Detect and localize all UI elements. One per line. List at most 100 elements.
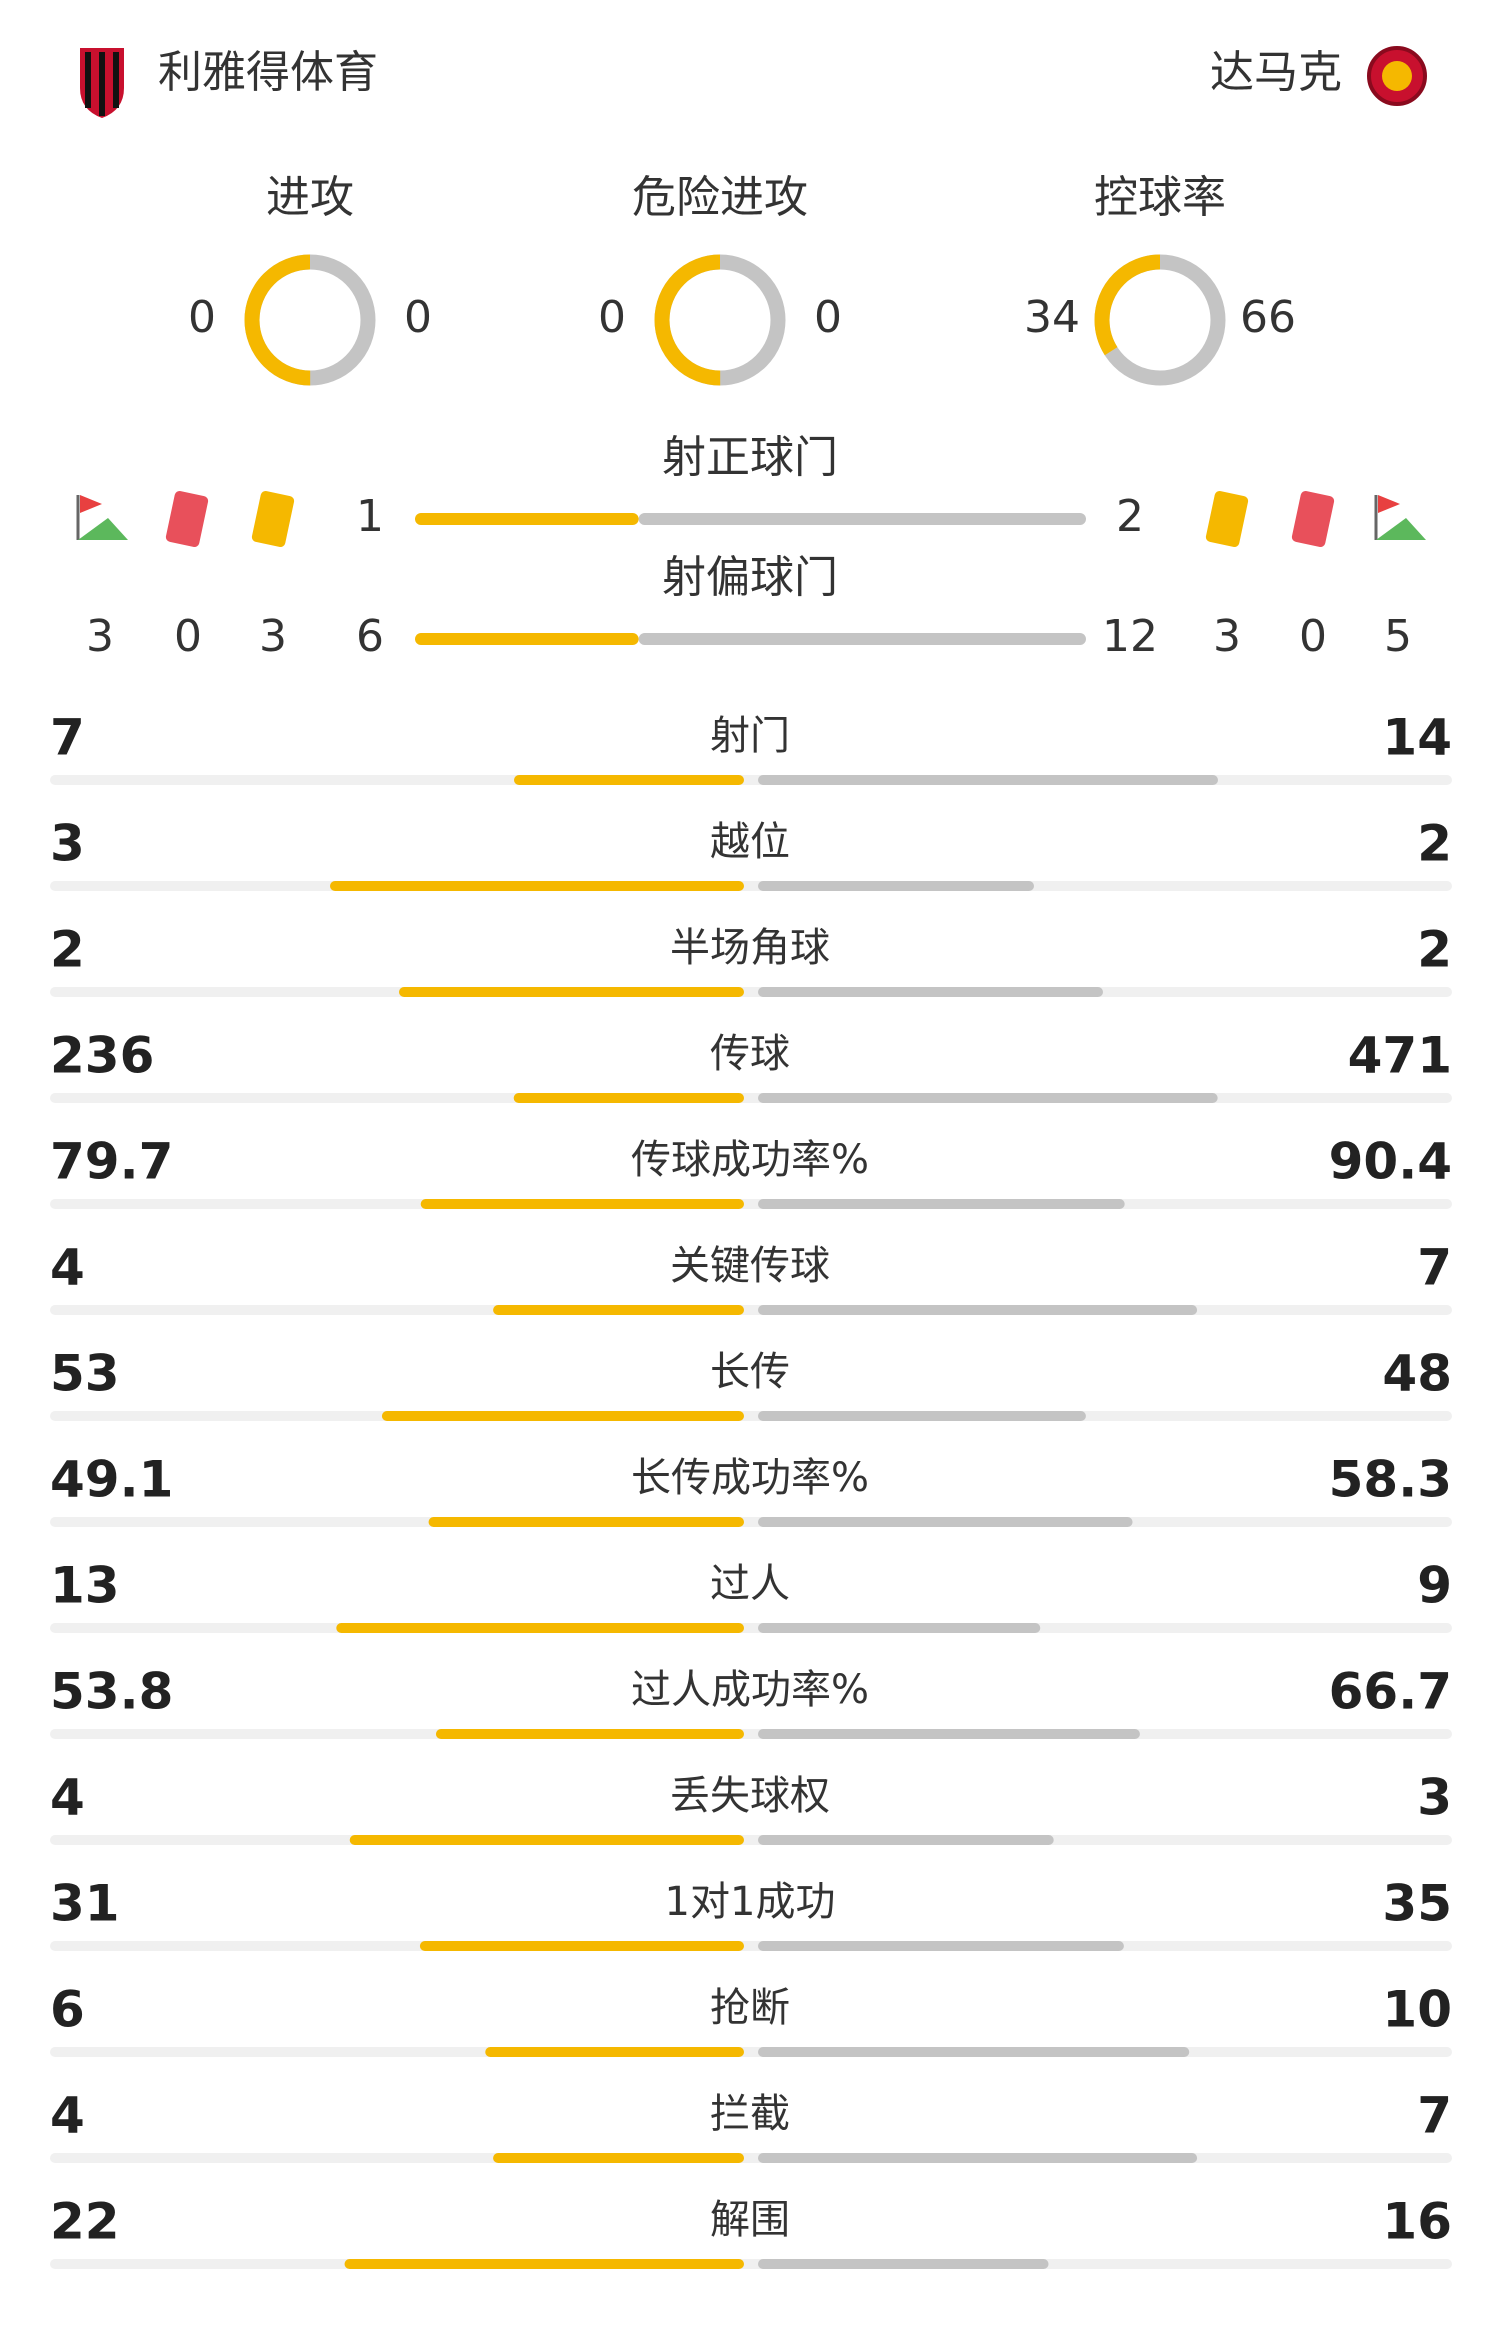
- stat-label: 传球: [710, 1031, 790, 1077]
- away-value: 58.3: [1329, 1451, 1452, 1509]
- away-bar: [758, 1835, 1054, 1845]
- home-bar: [493, 2153, 744, 2163]
- stat-label: 半场角球: [670, 925, 830, 971]
- away-bar: [758, 1411, 1086, 1421]
- away-value: 48: [1382, 1345, 1452, 1403]
- home-name: 利雅得体育: [158, 47, 378, 98]
- stat-label: 过人: [710, 1561, 790, 1607]
- stat-label: 长传: [710, 1349, 790, 1395]
- track: [50, 1941, 1452, 1951]
- track: [50, 1411, 1452, 1421]
- home-value: 4: [50, 1239, 85, 1297]
- away-bar: [638, 633, 1086, 645]
- ring-label: 危险进攻: [632, 172, 808, 223]
- home-value: 3: [50, 815, 85, 873]
- away-bar: [638, 513, 1086, 525]
- away-corners: 5: [1384, 611, 1412, 662]
- home-value: 79.7: [50, 1133, 173, 1191]
- away-value: 7: [1417, 2087, 1452, 2145]
- away-value: 35: [1382, 1875, 1452, 1933]
- red-card-icon: [1291, 490, 1335, 548]
- home-yellow: 3: [259, 611, 287, 662]
- home-bar: [399, 987, 744, 997]
- track: [50, 1623, 1452, 1633]
- yellow-card-icon: [251, 490, 295, 548]
- away-value: 10: [1382, 1981, 1452, 2039]
- away-value: 12: [1102, 611, 1158, 662]
- track: [50, 1093, 1452, 1103]
- home-arc: [1094, 254, 1226, 386]
- ring-label: 进攻: [266, 172, 354, 223]
- corner-icon: [1374, 495, 1426, 540]
- home-bar: [513, 1093, 744, 1103]
- ring-label: 控球率: [1094, 172, 1226, 223]
- home-arc: [244, 254, 376, 386]
- home-value: 236: [50, 1027, 154, 1085]
- home-value: 2: [50, 921, 85, 979]
- home-bar: [435, 1729, 744, 1739]
- home-value: 7: [50, 709, 85, 767]
- home-bar: [349, 1835, 744, 1845]
- home-value: 0: [188, 292, 216, 343]
- red-card-icon: [165, 490, 209, 548]
- corner-icon: [76, 495, 128, 540]
- away-value: 7: [1417, 1239, 1452, 1297]
- track: [50, 881, 1452, 891]
- away-yellow: 3: [1213, 611, 1241, 662]
- stat-label: 丢失球权: [670, 1773, 830, 1819]
- home-value: 0: [598, 292, 626, 343]
- away-bar: [758, 1517, 1133, 1527]
- track: [50, 1729, 1452, 1739]
- home-value: 6: [356, 611, 384, 662]
- stat-label: 抢断: [710, 1985, 790, 2031]
- home-value: 4: [50, 1769, 85, 1827]
- stat-label: 关键传球: [670, 1243, 830, 1289]
- home-value: 34: [1024, 292, 1080, 343]
- track: [50, 1199, 1452, 1209]
- away-value: 66.7: [1329, 1663, 1452, 1721]
- away-bar: [758, 881, 1034, 891]
- home-bar: [330, 881, 744, 891]
- away-value: 90.4: [1329, 1133, 1452, 1191]
- track: [50, 1835, 1452, 1845]
- bar-label: 射正球门: [662, 432, 838, 483]
- away-logo: [1367, 46, 1427, 106]
- home-bar: [419, 1941, 744, 1951]
- away-bar: [758, 2259, 1049, 2269]
- away-bar: [758, 1305, 1198, 1315]
- stat-label: 1对1成功: [665, 1879, 836, 1925]
- away-value: 14: [1382, 709, 1452, 767]
- home-value: 22: [50, 2193, 120, 2251]
- stat-label: 长传成功率%: [631, 1455, 869, 1501]
- away-bar: [758, 2153, 1198, 2163]
- stat-label: 过人成功率%: [631, 1667, 869, 1713]
- home-red: 0: [174, 611, 202, 662]
- home-value: 53: [50, 1345, 120, 1403]
- track: [50, 2153, 1452, 2163]
- home-bar: [415, 513, 639, 525]
- stat-label: 解围: [710, 2197, 790, 2243]
- away-name: 达马克: [1210, 47, 1342, 98]
- track: [50, 2259, 1452, 2269]
- home-value: 53.8: [50, 1663, 173, 1721]
- away-value: 3: [1417, 1769, 1452, 1827]
- away-value: 471: [1348, 1027, 1452, 1085]
- home-value: 49.1: [50, 1451, 173, 1509]
- home-bar: [415, 633, 639, 645]
- track: [50, 775, 1452, 785]
- away-bar: [758, 2047, 1190, 2057]
- home-bar: [336, 1623, 744, 1633]
- home-value: 31: [50, 1875, 120, 1933]
- track: [50, 1517, 1452, 1527]
- track: [50, 1305, 1452, 1315]
- away-value: 66: [1240, 292, 1296, 343]
- bar-label: 射偏球门: [662, 552, 838, 603]
- home-corners: 3: [86, 611, 114, 662]
- home-bar: [514, 775, 744, 785]
- home-value: 13: [50, 1557, 120, 1615]
- stat-label: 射门: [710, 713, 790, 759]
- away-bar: [758, 1093, 1218, 1103]
- home-bar: [428, 1517, 744, 1527]
- track: [50, 2047, 1452, 2057]
